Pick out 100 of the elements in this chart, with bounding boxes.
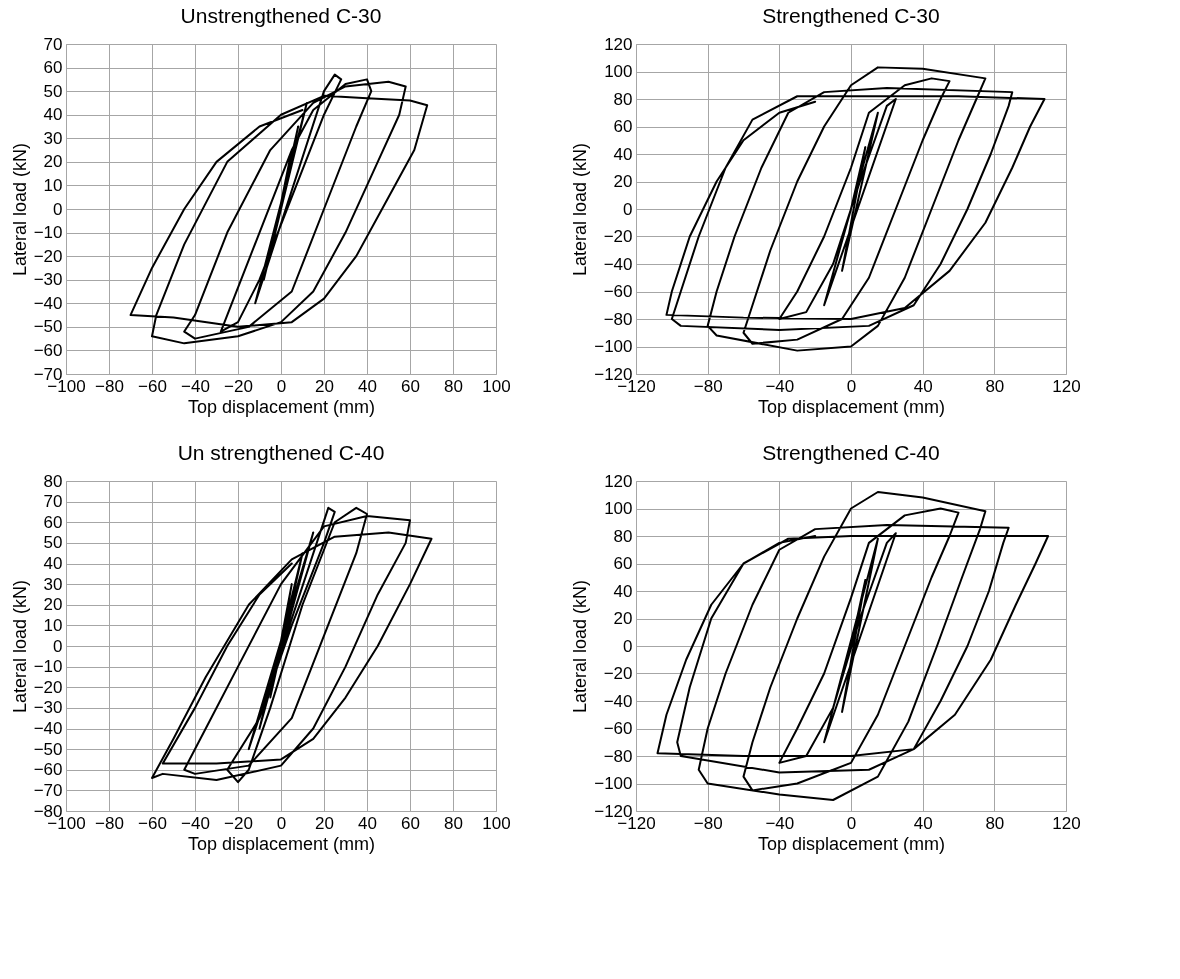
- y-tick-label: 60: [613, 554, 633, 573]
- x-tick-label: −20: [224, 813, 253, 833]
- y-tick-label: 0: [53, 636, 63, 656]
- y-tick-label: −100: [594, 774, 633, 793]
- line-series: [129, 73, 429, 345]
- y-tick-label: 20: [613, 609, 633, 628]
- y-tick-label: 100: [604, 499, 633, 518]
- y-tick-label: −40: [603, 254, 633, 274]
- x-tick-label: 80: [985, 813, 1005, 833]
- x-tick-label: −40: [181, 813, 210, 833]
- y-tick-label: 0: [623, 199, 633, 219]
- y-tick-label: −60: [33, 340, 63, 360]
- x-tick-label: 0: [276, 813, 287, 833]
- line-series: [656, 491, 1050, 801]
- y-tick-label: 80: [43, 471, 63, 491]
- y-tick-label: 20: [43, 595, 63, 615]
- x-tick-label: −40: [765, 813, 795, 833]
- y-axis-title: Lateral load (kN): [570, 579, 591, 714]
- y-tick-label: 40: [43, 554, 63, 573]
- y-tick-label: −60: [33, 760, 63, 780]
- y-tick-label: −10: [33, 657, 63, 677]
- y-tick-label: 0: [623, 636, 633, 656]
- x-tick-label: 0: [846, 813, 857, 833]
- y-tick-label: −30: [33, 270, 63, 290]
- x-axis-title: Top displacement (mm): [757, 396, 946, 417]
- y-tick-label: 60: [43, 58, 63, 78]
- x-tick-label: −60: [138, 376, 167, 396]
- y-tick-label: −60: [603, 282, 633, 301]
- y-tick-label: 20: [613, 172, 633, 191]
- x-tick-label: 100: [482, 813, 511, 833]
- y-tick-label: 100: [604, 62, 633, 81]
- y-tick-label: −20: [33, 246, 63, 266]
- x-tick-label: 40: [913, 813, 933, 833]
- y-tick-label: 120: [604, 34, 633, 54]
- x-tick-label: −80: [693, 376, 723, 396]
- y-tick-label: 0: [53, 199, 63, 219]
- y-tick-label: 50: [43, 533, 63, 553]
- y-tick-label: 120: [604, 471, 633, 491]
- x-axis-title: Top displacement (mm): [187, 833, 376, 854]
- y-tick-label: 30: [43, 574, 63, 594]
- x-tick-label: −80: [95, 376, 124, 396]
- y-tick-label: −20: [603, 227, 633, 246]
- y-tick-label: −20: [33, 677, 63, 697]
- y-tick-label: 80: [613, 526, 633, 546]
- y-tick-label: 40: [613, 581, 633, 601]
- y-tick-label: −80: [603, 309, 633, 329]
- line-series: [665, 66, 1046, 352]
- x-tick-label: 120: [1052, 376, 1081, 396]
- x-tick-label: 100: [482, 376, 511, 396]
- x-tick-label: 40: [913, 376, 933, 396]
- y-tick-label: 40: [43, 105, 63, 125]
- x-tick-label: −60: [138, 813, 167, 833]
- x-tick-label: 80: [444, 813, 463, 833]
- y-tick-label: 20: [43, 152, 63, 172]
- x-tick-label: 20: [315, 376, 334, 396]
- x-tick-label: −80: [95, 813, 124, 833]
- y-tick-label: 60: [613, 117, 633, 136]
- x-tick-label: 40: [358, 813, 377, 833]
- chart-title: Unstrengthened C-30: [180, 4, 382, 27]
- x-axis-title: Top displacement (mm): [757, 833, 946, 854]
- y-tick-label: −100: [594, 337, 633, 356]
- chart-title: Strengthened C-40: [762, 441, 940, 464]
- y-axis-title: Lateral load (kN): [570, 142, 591, 277]
- y-tick-label: −40: [33, 293, 63, 313]
- x-tick-label: −40: [765, 376, 795, 396]
- y-tick-label: −80: [603, 746, 633, 766]
- x-tick-label: 20: [315, 813, 334, 833]
- y-tick-label: −40: [603, 691, 633, 711]
- y-tick-label: 60: [43, 512, 63, 532]
- y-tick-label: 10: [43, 175, 63, 195]
- x-tick-label: −20: [224, 376, 253, 396]
- y-tick-label: 10: [43, 615, 63, 635]
- x-tick-label: 80: [985, 376, 1005, 396]
- y-tick-label: 50: [43, 81, 63, 101]
- x-tick-label: −80: [693, 813, 723, 833]
- x-tick-label: −40: [181, 376, 210, 396]
- y-tick-label: −40: [33, 719, 63, 738]
- x-axis-title: Top displacement (mm): [187, 396, 376, 417]
- x-tick-label: 40: [358, 376, 377, 396]
- y-tick-label: 70: [43, 34, 63, 54]
- x-tick-label: 60: [401, 813, 420, 833]
- x-tick-label: 60: [401, 376, 420, 396]
- y-tick-label: 30: [43, 128, 63, 148]
- x-tick-label: 0: [846, 376, 857, 396]
- line-series: [151, 506, 433, 784]
- chart-title: Strengthened C-30: [762, 4, 940, 27]
- x-tick-label: 0: [276, 376, 287, 396]
- y-tick-label: 70: [43, 492, 63, 512]
- chart-title: Un strengthened C-40: [177, 441, 385, 464]
- y-axis-title: Lateral load (kN): [9, 579, 30, 714]
- y-tick-label: −70: [33, 780, 63, 800]
- y-tick-label: −50: [33, 317, 63, 337]
- y-tick-label: −20: [603, 664, 633, 683]
- y-tick-label: 80: [613, 89, 633, 109]
- y-tick-label: −30: [33, 698, 63, 718]
- y-tick-label: 40: [613, 144, 633, 164]
- y-tick-label: −10: [33, 223, 63, 243]
- y-tick-label: −60: [603, 719, 633, 738]
- x-tick-label: 120: [1052, 813, 1081, 833]
- x-tick-label: 80: [444, 376, 463, 396]
